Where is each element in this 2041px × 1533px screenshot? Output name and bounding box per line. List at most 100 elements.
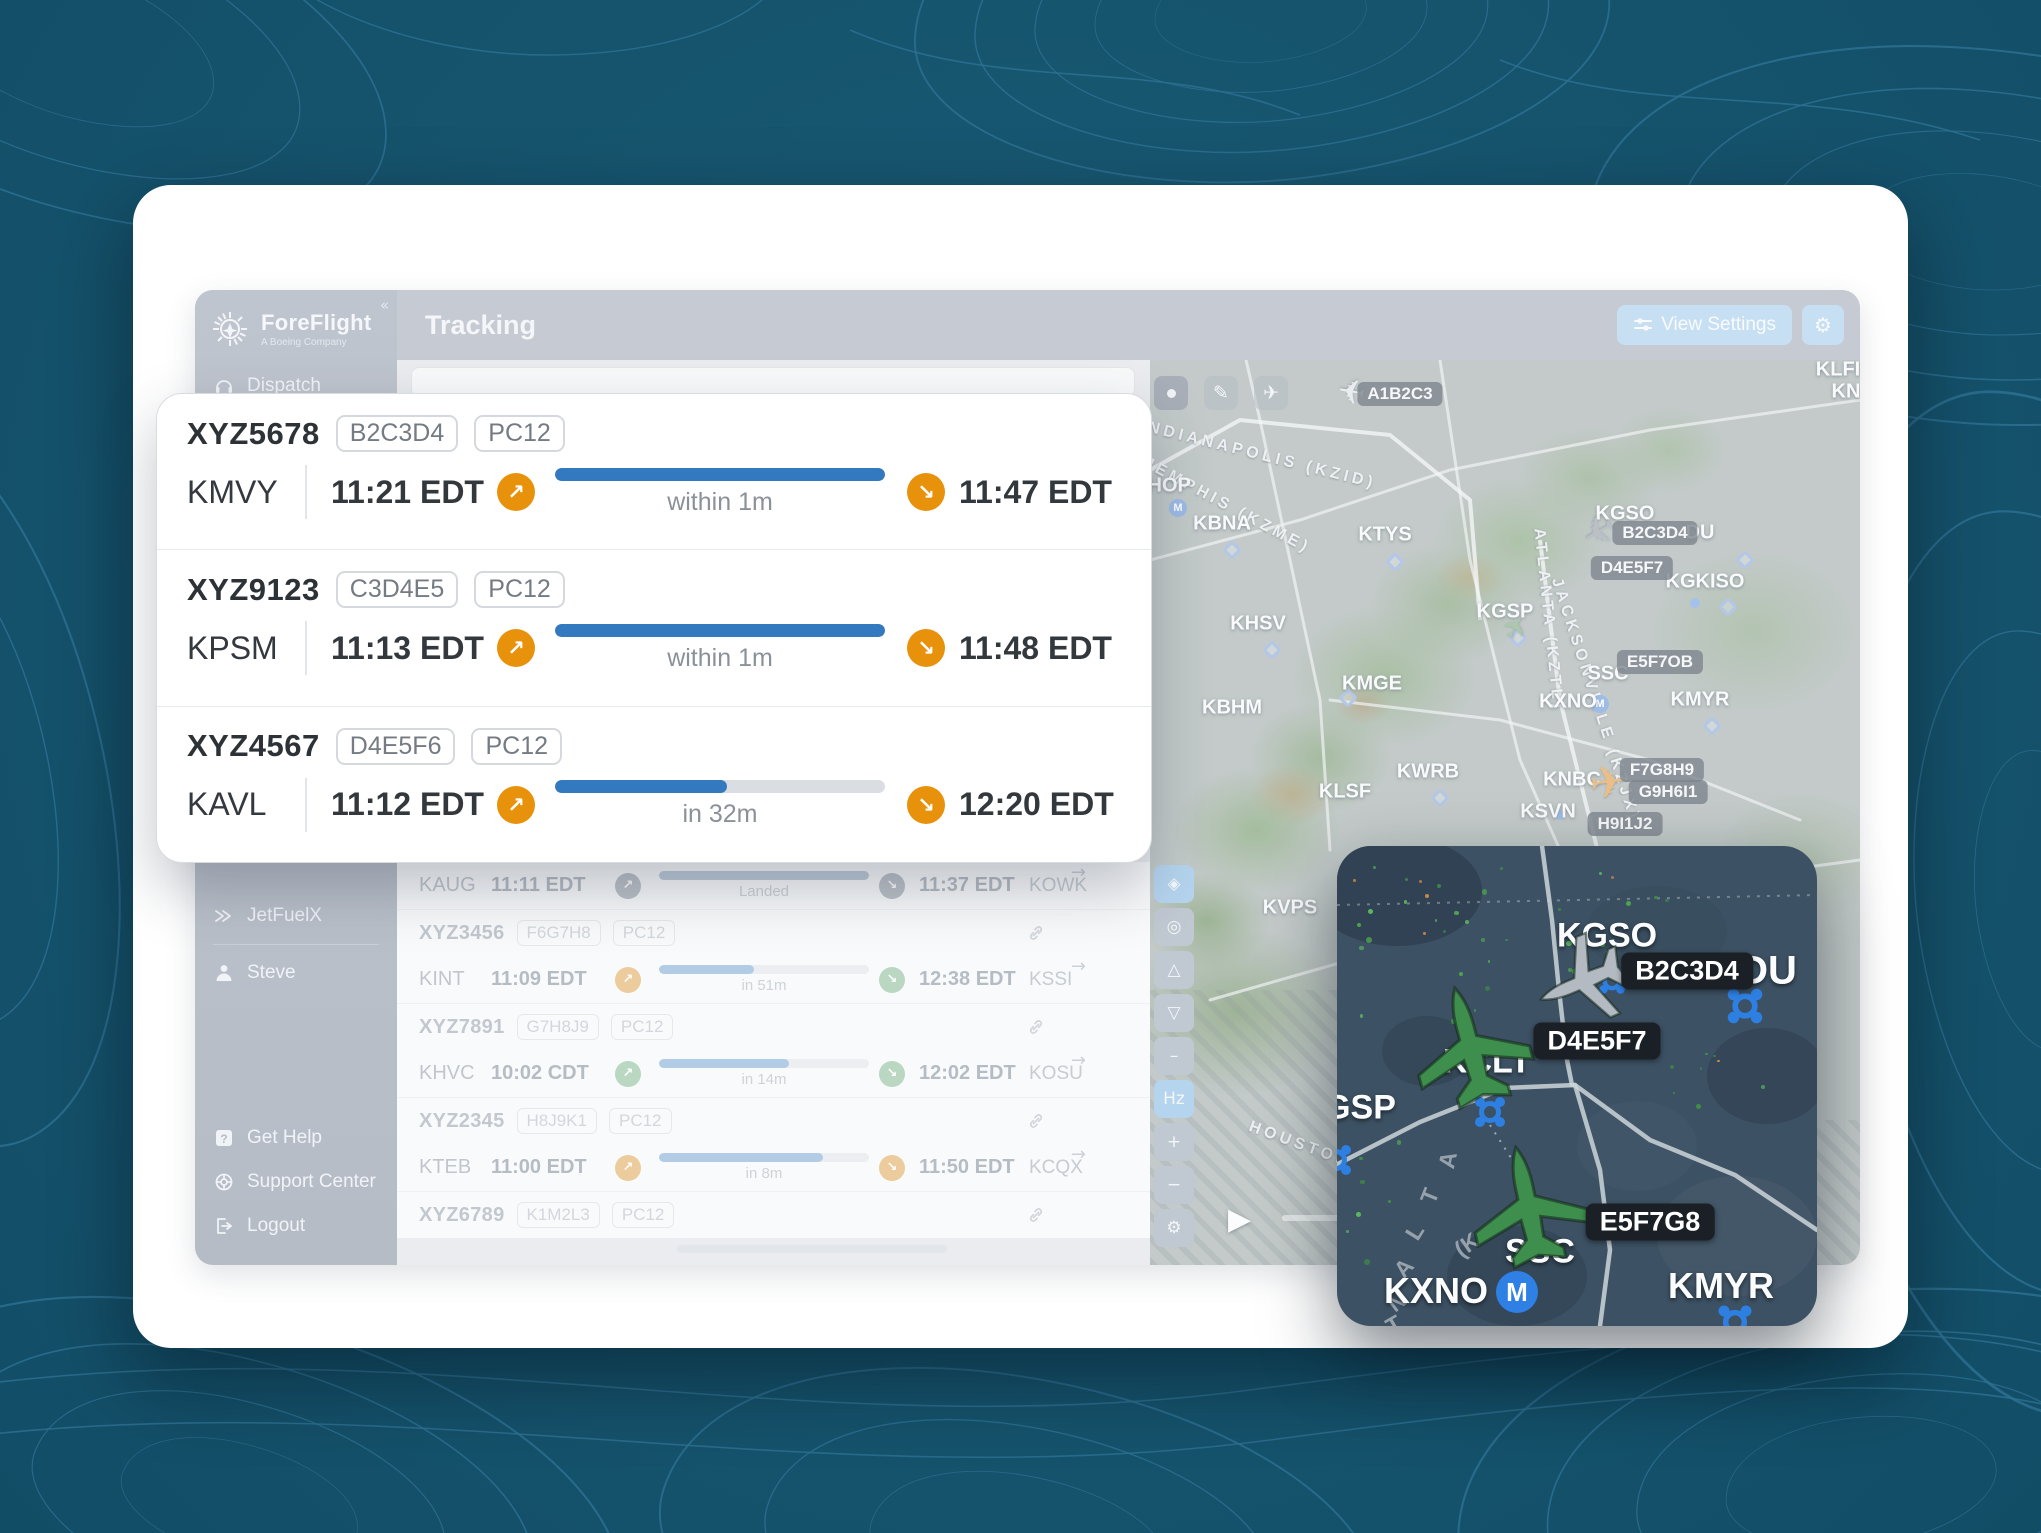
airport-label[interactable]: KN — [1831, 380, 1860, 403]
aircraft-tail-label[interactable]: D4E5F7 — [1533, 1022, 1661, 1060]
map-tool-button[interactable]: △ — [1154, 951, 1194, 989]
share-link-icon[interactable] — [1026, 1111, 1046, 1131]
aircraft-tail-label[interactable]: G9H6I1 — [1628, 780, 1708, 804]
metar-badge-icon[interactable]: M — [1591, 695, 1609, 713]
aircraft-tail-label[interactable]: A1B2C3 — [1357, 382, 1443, 406]
progress-bar: in 51m — [655, 965, 873, 994]
inset-airport-label[interactable]: KXNO — [1383, 1270, 1489, 1311]
airport-label[interactable]: KLFI — [1815, 360, 1860, 381]
flight-number: XYZ5678 — [187, 415, 320, 451]
map-tool-button[interactable]: – — [1154, 1037, 1194, 1075]
share-link-icon[interactable] — [1026, 1205, 1046, 1225]
aircraft-tail-label[interactable]: B2C3D4 — [1621, 952, 1753, 990]
tail-number-badge: B2C3D4 — [335, 415, 459, 452]
open-flight-arrow-icon[interactable]: → — [1070, 862, 1086, 883]
airport-label[interactable]: KGSP — [1476, 600, 1534, 623]
up-right-arrow-icon: ↗ — [622, 1066, 634, 1081]
waypoint-dot-icon[interactable] — [1690, 598, 1700, 608]
callout-flight-group[interactable]: XYZ4567 D4E5F6 PC12 KAVL 11:12 EDT ↗ in … — [157, 705, 1151, 862]
airport-label[interactable]: KLSF — [1318, 780, 1372, 803]
radar-speckle — [1404, 900, 1408, 904]
inset-airport-label[interactable]: KGSO — [1556, 916, 1658, 955]
flight-header-row[interactable]: XYZ7891 G7H8J9 PC12 — [397, 1003, 1150, 1050]
aircraft-tail-label[interactable]: D4E5F7 — [1590, 556, 1674, 580]
map-tool-button[interactable]: ▽ — [1154, 994, 1194, 1032]
share-link-icon[interactable] — [1026, 923, 1046, 943]
sidebar-item-user[interactable]: Steve — [195, 951, 397, 995]
aircraft-tail-label[interactable]: H9I1J2 — [1587, 812, 1663, 836]
flight-header-row[interactable]: XYZ6789 K1M2L3 PC12 — [397, 1191, 1150, 1238]
aircraft-icon[interactable] — [1454, 1131, 1602, 1279]
progress-bar: in 32m — [555, 780, 885, 829]
airport-label[interactable]: KVPS — [1262, 896, 1318, 919]
inset-airport-label[interactable]: GSP — [1337, 1088, 1396, 1127]
open-flight-arrow-icon[interactable]: → — [1070, 956, 1086, 977]
airport-label[interactable]: KMYR — [1670, 688, 1730, 711]
sidebar-item-dispatch[interactable]: Dispatch — [195, 364, 397, 408]
vor-waypoint-icon[interactable] — [1337, 1140, 1356, 1180]
metar-badge-icon[interactable]: M — [1496, 1271, 1538, 1313]
airport-label[interactable]: KXNO — [1539, 690, 1597, 713]
flight-route-row[interactable]: KINT 11:09 EDT ↗ in 51m ↘ 12:38 EDT KSSI… — [397, 956, 1150, 1003]
radar-speckle — [1761, 1085, 1765, 1090]
airport-label[interactable]: KWRB — [1396, 760, 1460, 783]
map-tool-button[interactable]: + — [1154, 1123, 1194, 1161]
aircraft-tail-label[interactable]: E5F7G8 — [1585, 1203, 1715, 1241]
open-flight-arrow-icon[interactable]: → — [1070, 1144, 1086, 1165]
vor-waypoint-icon[interactable] — [1470, 1092, 1510, 1132]
map-mode-icon[interactable] — [1154, 376, 1188, 410]
airport-label[interactable]: KHOP — [1150, 474, 1191, 497]
airport-label[interactable]: KBHM — [1202, 696, 1262, 719]
radar-speckle — [1352, 879, 1356, 882]
sidebar-item-jetfuelx[interactable]: JetFuelX — [195, 894, 397, 938]
horizontal-scrollbar[interactable] — [677, 1245, 947, 1253]
map-tool-button[interactable]: ◈ — [1154, 865, 1194, 903]
airport-label[interactable]: KBNA — [1193, 512, 1251, 535]
airport-label[interactable]: KNBC — [1543, 768, 1601, 791]
aircraft-filter-icon[interactable]: ✈ — [1254, 376, 1288, 410]
aircraft-tail-label[interactable]: E5F7OB — [1616, 650, 1704, 674]
airport-label[interactable]: KTYS — [1358, 523, 1412, 546]
progress-fill — [659, 1059, 790, 1068]
sidebar-item-support-center[interactable]: Support Center — [195, 1160, 397, 1204]
vor-waypoint-icon[interactable] — [1713, 1300, 1757, 1326]
airport-label[interactable]: KSVN — [1520, 800, 1576, 823]
vor-waypoint-icon[interactable] — [1722, 983, 1768, 1029]
metar-badge-icon[interactable]: M — [1169, 499, 1187, 517]
sidebar-item-logout[interactable]: Logout — [195, 1204, 397, 1248]
open-flight-arrow-icon[interactable]: → — [1070, 1050, 1086, 1071]
airport-label[interactable]: KHSV — [1230, 612, 1286, 635]
flight-route-row[interactable]: KHVC 10:02 CDT ↗ in 14m ↘ 12:02 EDT KOSU… — [397, 1050, 1150, 1097]
airport-label[interactable]: KGSO — [1595, 502, 1655, 525]
aircraft-tail-label[interactable]: F7G8H9 — [1619, 758, 1705, 782]
arrival-time: 12:02 EDT — [919, 1062, 1016, 1084]
flight-header-row[interactable]: XYZ3456 F6G7H8 PC12 — [397, 909, 1150, 956]
map-tool-button[interactable]: − — [1154, 1166, 1194, 1204]
arrival-time: 11:50 EDT — [919, 1156, 1015, 1178]
sidebar-nav-middle: JetFuelX Steve — [195, 894, 397, 995]
collapse-sidebar-icon[interactable]: « — [379, 296, 389, 314]
share-link-icon[interactable] — [1026, 1017, 1046, 1037]
view-settings-button[interactable]: View Settings — [1617, 305, 1792, 345]
airport-label[interactable]: KGKISO — [1665, 570, 1745, 593]
radar-speckle — [1359, 945, 1364, 951]
playback-play-button[interactable]: ▶ — [1228, 1202, 1252, 1237]
map-tool-button[interactable]: ◎ — [1154, 908, 1194, 946]
inset-airport-label[interactable]: KMYR — [1668, 1265, 1774, 1306]
airport-label[interactable]: KMGE — [1342, 672, 1402, 695]
origin-airport: KHVC — [419, 1062, 475, 1084]
aircraft-icon[interactable] — [1520, 920, 1645, 1045]
aircraft-tail-label[interactable]: B2C3D4 — [1612, 521, 1698, 545]
map-tool-button[interactable]: Hz — [1154, 1080, 1194, 1118]
annotate-pencil-icon[interactable]: ✎ — [1204, 376, 1238, 410]
callout-flight-group[interactable]: XYZ9123 C3D4E5 PC12 KPSM 11:13 EDT ↗ wit… — [157, 549, 1151, 705]
aircraft-icon[interactable] — [1393, 968, 1546, 1121]
sidebar-item-get-help[interactable]: ? Get Help — [195, 1116, 397, 1160]
map-tool-button[interactable]: ⚙ — [1154, 1209, 1194, 1247]
flight-route-row[interactable]: KAUG 11:11 EDT ↗ Landed ↘ 11:37 EDT KOWK… — [397, 862, 1150, 909]
callout-flight-group[interactable]: XYZ5678 B2C3D4 PC12 KMVY 11:21 EDT ↗ wit… — [157, 394, 1151, 549]
flight-header-row[interactable]: XYZ2345 H8J9K1 PC12 — [397, 1097, 1150, 1144]
settings-gear-button[interactable]: ⚙ — [1802, 305, 1844, 345]
waypoint-dot-icon[interactable] — [1555, 810, 1565, 820]
flight-route-row[interactable]: KTEB 11:00 EDT ↗ in 8m ↘ 11:50 EDT KCQX … — [397, 1144, 1150, 1191]
